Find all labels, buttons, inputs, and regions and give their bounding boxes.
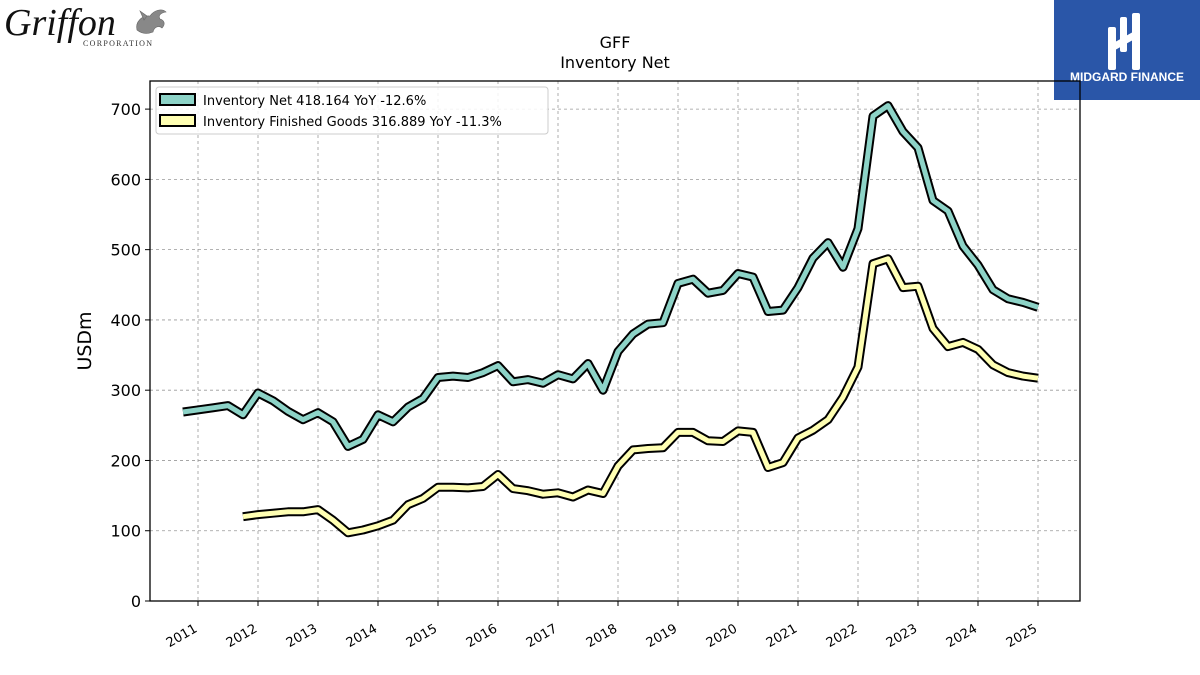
y-tick-label: 700 (110, 100, 141, 119)
y-tick-label: 600 (110, 170, 141, 189)
plot-frame (149, 80, 1081, 602)
y-tick-label: 100 (110, 522, 141, 541)
publisher-logo-text: MIDGARD FINANCE (1070, 70, 1184, 84)
x-tick-label: 2018 (584, 621, 620, 651)
y-tick-label: 0 (131, 592, 141, 611)
x-tick-label: 2017 (524, 621, 560, 651)
chart-title: GFF (600, 33, 631, 52)
x-tick-label: 2019 (644, 621, 680, 651)
x-tick-label: 2015 (404, 621, 440, 651)
x-axis: 2011 2012 2013 2014 2015 2016 2017 2018 2019 2020… (164, 601, 1040, 651)
x-tick-label: 2020 (704, 621, 740, 651)
y-axis: 0 100 200 300 400 500 600 700 (110, 100, 150, 611)
series-line-inventory-finished-goods (242, 256, 1039, 536)
legend-label-finished-goods: Inventory Finished Goods 316.889 YoY -11… (203, 115, 502, 130)
legend-swatch-finished-goods (159, 114, 196, 127)
midgard-emblem-icon (1108, 13, 1140, 70)
y-tick-label: 500 (110, 241, 141, 260)
x-tick-label: 2011 (164, 621, 200, 651)
chart-subtitle: Inventory Net (560, 53, 670, 72)
x-tick-label: 2024 (944, 621, 980, 651)
legend-swatch-inventory-net (159, 93, 196, 106)
company-logo-subtext: CORPORATION (83, 39, 153, 48)
x-tick-label: 2023 (884, 621, 920, 651)
series-layer (182, 101, 1040, 538)
series-outline-inventory-finished-goods (242, 254, 1039, 538)
series-line-inventory-net (182, 103, 1039, 449)
x-tick-label: 2016 (464, 621, 500, 651)
company-logo-text: Griffon (4, 2, 116, 44)
x-tick-label: 2014 (344, 621, 380, 651)
series-outline-inventory-net (182, 101, 1040, 451)
legend: Inventory Net 418.164 YoY -12.6% Invento… (155, 86, 549, 135)
legend-label-inventory-net: Inventory Net 418.164 YoY -12.6% (203, 94, 426, 109)
y-tick-label: 200 (110, 451, 141, 470)
x-tick-label: 2021 (764, 621, 800, 651)
x-tick-label: 2012 (224, 621, 260, 651)
x-tick-label: 2013 (284, 621, 320, 651)
legend-box (155, 86, 549, 135)
midgard-finance-logo: MIDGARD FINANCE (1054, 0, 1200, 100)
midgard-logo-graphic: MIDGARD FINANCE (1070, 13, 1184, 84)
y-axis-label: USDm (74, 311, 96, 370)
griffin-emblem-icon (136, 9, 167, 34)
x-tick-label: 2022 (824, 621, 860, 651)
griffon-logo: Griffon CORPORATION (4, 2, 167, 48)
y-tick-label: 400 (110, 311, 141, 330)
x-tick-label: 2025 (1004, 621, 1040, 651)
y-tick-label: 300 (110, 381, 141, 400)
